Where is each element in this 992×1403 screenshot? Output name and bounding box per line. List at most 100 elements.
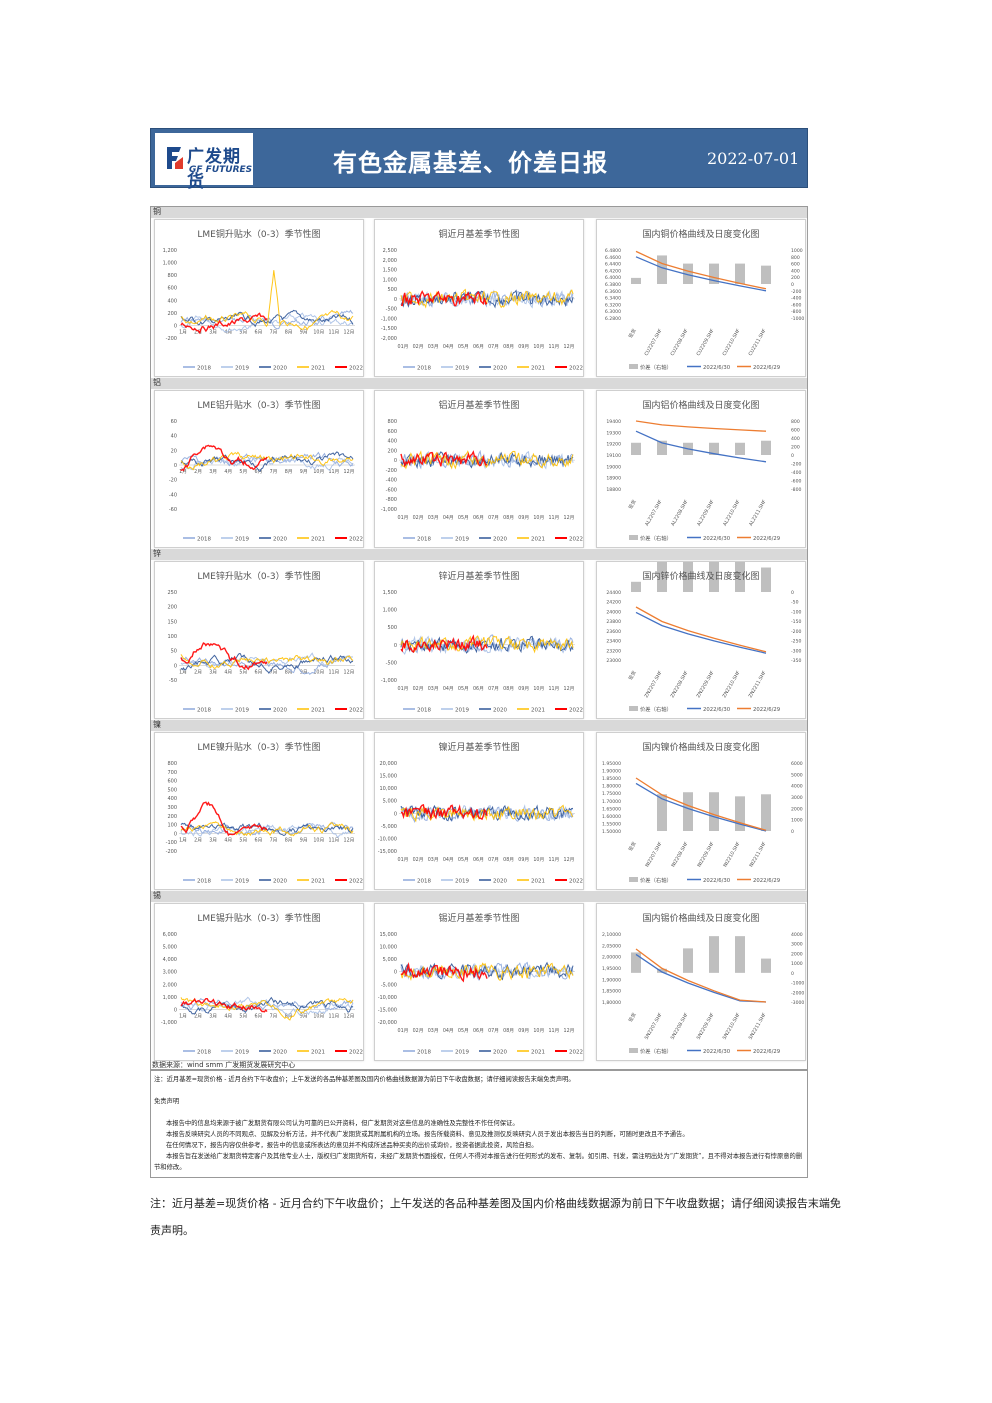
y-left-tick-label: 1.50000 bbox=[602, 829, 621, 835]
y-tick-label: 4,000 bbox=[163, 957, 177, 963]
y-tick-label: -10,000 bbox=[378, 995, 397, 1001]
y-tick-label: -200 bbox=[386, 468, 397, 474]
y-tick-label: 250 bbox=[167, 590, 177, 596]
x-category-label: SN2208.SHF bbox=[670, 1012, 690, 1041]
legend-label: 2021 bbox=[531, 1050, 545, 1056]
series-line-2021 bbox=[180, 270, 354, 331]
y-tick-label: 800 bbox=[387, 419, 397, 425]
series-line-2021 bbox=[400, 962, 574, 981]
x-category-label: ZN2208.SHF bbox=[670, 670, 690, 699]
y-tick-label: 600 bbox=[167, 286, 177, 292]
y-tick-label: -800 bbox=[386, 497, 397, 503]
y-tick-label: -200 bbox=[166, 336, 177, 342]
x-tick-label: 10月 bbox=[313, 669, 324, 675]
x-tick-label: 01月 bbox=[398, 1028, 409, 1034]
legend-label: 2020 bbox=[273, 537, 287, 543]
y-right-tick-label: 6000 bbox=[791, 761, 803, 767]
note-line: 注：近月基差=现货价格 - 近月合约下午收盘价；上午发送的各品种基差图及国内价格… bbox=[154, 1076, 575, 1083]
legend-label: 2020 bbox=[493, 1050, 507, 1056]
curve-2022-6-29 bbox=[635, 777, 767, 831]
spread-bar bbox=[631, 277, 641, 284]
x-tick-label: 10月 bbox=[533, 344, 544, 350]
y-tick-label: 100 bbox=[167, 634, 177, 640]
chart-title: 锡近月基差季节性图 bbox=[438, 914, 520, 924]
y-right-tick-label: -50 bbox=[791, 600, 799, 606]
x-tick-label: 5月 bbox=[239, 1013, 247, 1019]
x-category-label: ZN2210.SHF bbox=[722, 670, 742, 699]
x-tick-label: 09月 bbox=[518, 1028, 529, 1034]
series-line-2022 bbox=[401, 804, 488, 821]
y-tick-label: 0 bbox=[394, 811, 397, 817]
y-right-tick-label: -3000 bbox=[791, 1000, 804, 1006]
x-tick-label: 01月 bbox=[398, 515, 409, 521]
y-left-tick-label: 2,00000 bbox=[602, 955, 621, 961]
y-left-tick-label: 23800 bbox=[606, 619, 621, 625]
y-left-tick-label: 23600 bbox=[606, 629, 621, 635]
lme-premium-chart: 250 200 150 100 50 0 -50 1月 2月 3月 4月 5月 6月 7月 8月 9月 10月 1… bbox=[154, 561, 364, 719]
x-tick-label: 10月 bbox=[313, 1013, 324, 1019]
legend-label: 2019 bbox=[455, 366, 469, 372]
legend-label: 2022 bbox=[569, 366, 583, 372]
series-line-2022 bbox=[180, 997, 268, 1013]
section-label: 镍 bbox=[153, 720, 161, 729]
legend-label: 2018 bbox=[417, 708, 431, 714]
legend-label: 2022 bbox=[349, 537, 363, 543]
spread-bar bbox=[657, 255, 667, 284]
x-tick-label: 11月 bbox=[328, 469, 339, 475]
y-tick-label: 400 bbox=[387, 439, 397, 445]
y-left-tick-label: 6.3600 bbox=[605, 289, 621, 295]
x-tick-label: 6月 bbox=[255, 1013, 263, 1019]
legend-label: 2018 bbox=[197, 366, 211, 372]
x-category-label: CU2210.SHF bbox=[722, 328, 742, 357]
x-tick-label: 5月 bbox=[239, 329, 247, 335]
x-tick-label: 11月 bbox=[328, 1013, 339, 1019]
x-tick-label: 09月 bbox=[518, 857, 529, 863]
legend-label: 2019 bbox=[235, 708, 249, 714]
x-tick-label: 01月 bbox=[398, 857, 409, 863]
y-tick-label: -20 bbox=[169, 478, 177, 484]
legend-label: 2020 bbox=[493, 537, 507, 543]
legend-label: 2022/6/29 bbox=[753, 536, 780, 542]
x-category-label: AL2208.SHF bbox=[670, 499, 690, 527]
legend-label: 2019 bbox=[235, 537, 249, 543]
y-tick-label: 1,500 bbox=[383, 268, 397, 274]
x-tick-label: 09月 bbox=[518, 344, 529, 350]
legend-label: 2019 bbox=[235, 1050, 249, 1056]
y-tick-label: 100 bbox=[167, 823, 177, 829]
legend-label: 2022 bbox=[349, 1050, 363, 1056]
legend-label: 2020 bbox=[273, 879, 287, 885]
x-tick-label: 7月 bbox=[270, 837, 278, 843]
y-left-tick-label: 6.4200 bbox=[605, 268, 621, 274]
y-tick-label: 0 bbox=[174, 831, 177, 837]
y-left-tick-label: 6.4800 bbox=[605, 248, 621, 254]
series-line-2021 bbox=[400, 288, 574, 309]
series-line-2021 bbox=[400, 635, 574, 654]
x-tick-label: 08月 bbox=[503, 515, 514, 521]
x-category-label: 现货 bbox=[627, 669, 638, 681]
y-left-tick-label: 1.55000 bbox=[602, 821, 621, 827]
x-tick-label: 06月 bbox=[473, 344, 484, 350]
y-left-tick-label: 19100 bbox=[606, 453, 621, 459]
y-right-tick-label: 200 bbox=[791, 275, 800, 281]
legend-label: 2022/6/30 bbox=[703, 536, 731, 542]
x-tick-label: 7月 bbox=[270, 329, 278, 335]
section-label: 锌 bbox=[153, 549, 161, 558]
x-tick-label: 08月 bbox=[503, 857, 514, 863]
chart-title: 国内镍价格曲线及日度变化图 bbox=[642, 743, 760, 753]
x-category-label: 现货 bbox=[627, 1011, 638, 1023]
y-right-tick-label: -200 bbox=[791, 462, 802, 468]
x-tick-label: 10月 bbox=[313, 837, 324, 843]
x-category-label: SN2210.SHF bbox=[722, 1012, 742, 1041]
y-tick-label: 1,000 bbox=[163, 995, 177, 1001]
x-category-label: SN2211.SHF bbox=[748, 1012, 768, 1041]
chart-title: LME镍升贴水（0-3）季节性图 bbox=[197, 743, 321, 753]
y-tick-label: 0 bbox=[394, 643, 397, 649]
x-category-label: AL2209.SHF bbox=[696, 499, 716, 527]
series-line-2022 bbox=[180, 642, 268, 671]
basis-season-chart: 2,500 2,000 1,500 1,000 500 0 -500 -1,000 -1,500… bbox=[374, 219, 584, 377]
x-tick-label: 6月 bbox=[255, 469, 263, 475]
legend-label: 2018 bbox=[417, 879, 431, 885]
y-tick-label: -200 bbox=[166, 849, 177, 855]
